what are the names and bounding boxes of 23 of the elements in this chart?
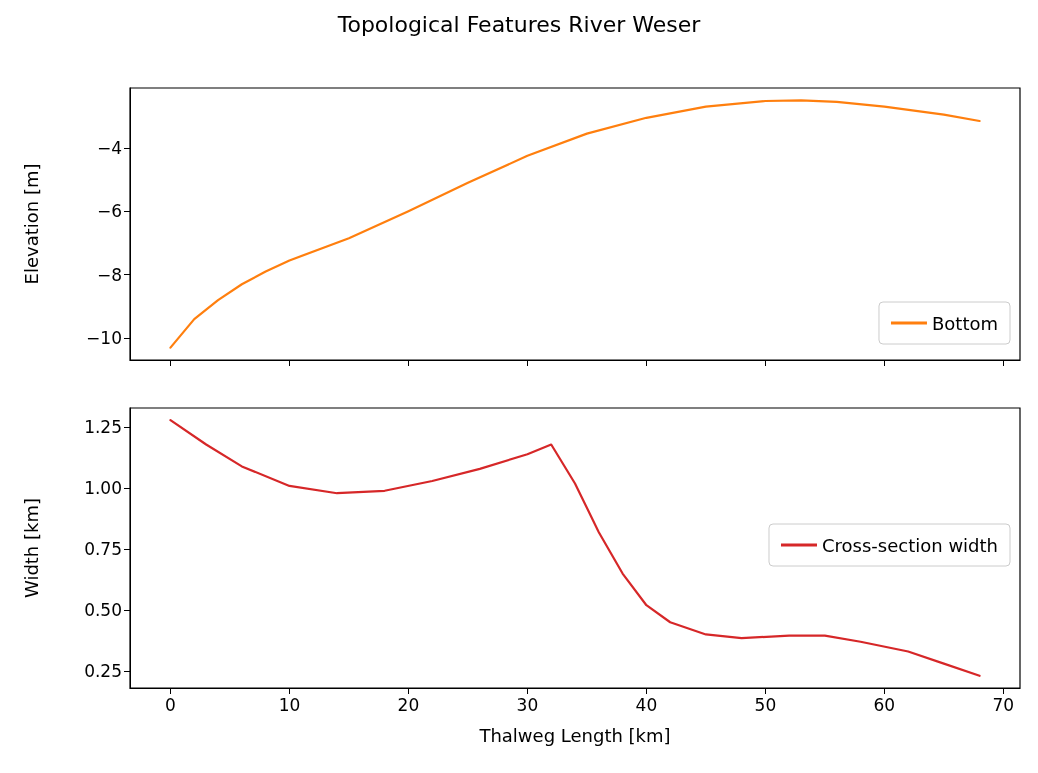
y-tick-label: −10 <box>86 328 122 349</box>
legend-label: Cross-section width <box>822 534 999 556</box>
y-tick-label: 1.25 <box>84 417 122 438</box>
y-tick-label: −4 <box>96 137 122 158</box>
y-tick-label: −8 <box>96 264 122 285</box>
y-axis-title: Width [km] <box>20 497 42 599</box>
y-tick-label: 0.25 <box>84 660 122 681</box>
x-tick-label: 0 <box>165 694 176 715</box>
y-tick-label: 1.00 <box>84 478 122 499</box>
legend-label: Bottom <box>931 312 999 334</box>
y-tick-label: 0.50 <box>84 600 122 621</box>
x-axis-title: Thalweg Length [km] <box>478 724 671 746</box>
y-tick-label: 0.75 <box>84 539 122 560</box>
x-tick-label: 40 <box>635 694 658 715</box>
y-tick-label: −6 <box>96 201 122 222</box>
x-tick-label: 70 <box>992 694 1015 715</box>
x-tick-label: 50 <box>754 694 777 715</box>
x-tick-label: 30 <box>516 694 539 715</box>
x-tick-label: 20 <box>397 694 420 715</box>
chart-title: Topological Features River Weser <box>336 11 702 37</box>
x-tick-label: 10 <box>278 694 301 715</box>
y-axis-title: Elevation [m] <box>20 163 42 285</box>
x-tick-label: 60 <box>873 694 896 715</box>
